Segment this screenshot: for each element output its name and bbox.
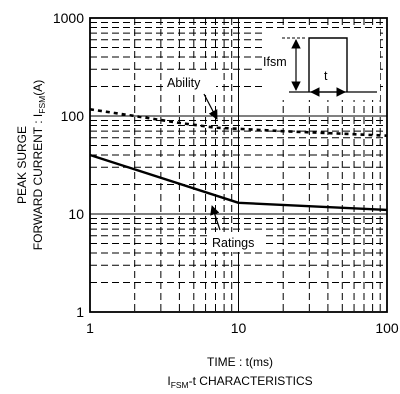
ratings-label-bg (208, 232, 266, 252)
series-ability-line (89, 108, 388, 137)
series-layer (89, 108, 388, 212)
series-ratings-line (89, 153, 388, 212)
series-label-ratings: Ratings (212, 236, 254, 250)
ability-label-bg (164, 72, 216, 92)
y-axis-label: PEAK SURGE FORWARD CURRENT : IFSM(A) (15, 80, 47, 250)
x-axis-label: TIME : t(ms) (207, 355, 273, 369)
inset-width-label: t (324, 69, 328, 83)
x-tick-label: 10 (231, 320, 247, 336)
x-tick-label: 1 (86, 320, 94, 336)
inset-height-label: Ifsm (263, 55, 287, 69)
y-tick-label: 1000 (53, 10, 84, 26)
x-tick-label: 100 (375, 320, 399, 336)
y-tick-labels: 1 10 100 1000 (53, 10, 84, 320)
y-axis-label-line2: FORWARD CURRENT : IFSM(A) (31, 80, 47, 250)
plot-frame (89, 17, 388, 313)
y-tick-label: 1 (76, 304, 84, 320)
inset-pulse (308, 37, 348, 92)
y-tick-label: 100 (61, 108, 85, 124)
y-axis-label-line1: PEAK SURGE (15, 126, 29, 204)
ratings-pointer-arrow (210, 205, 221, 231)
y-tick-label: 10 (68, 206, 84, 222)
pulse-inset-diagram: Ifsm t (262, 28, 380, 100)
chart-caption: IFSM-t CHARACTERISTICS (167, 374, 312, 390)
ability-pointer-arrow (203, 93, 218, 120)
series-label-ability: Ability (167, 76, 201, 90)
x-tick-labels: 1 10 100 (86, 320, 399, 336)
